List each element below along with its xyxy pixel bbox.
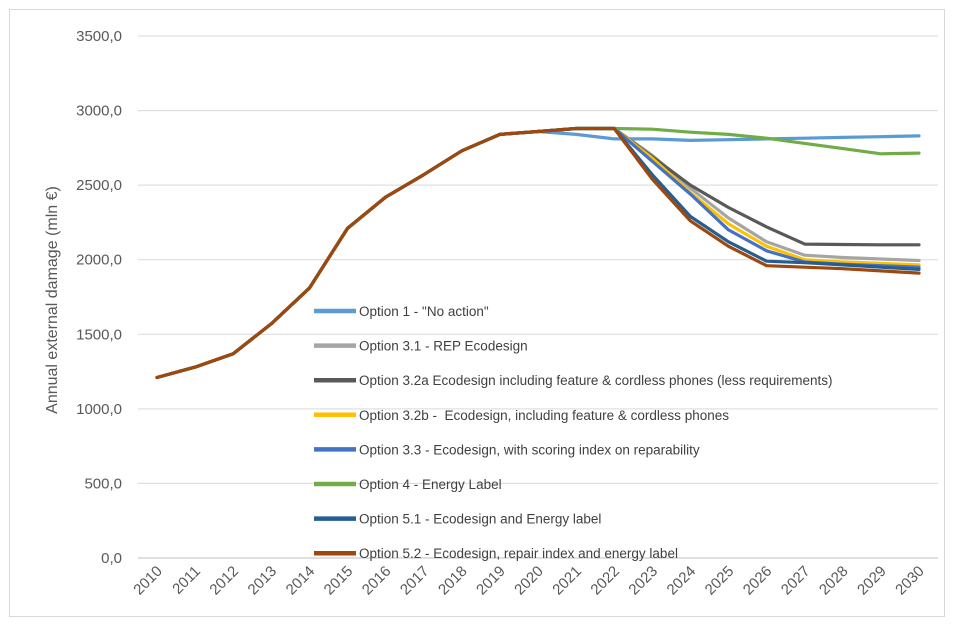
x-tick-label: 2021 [549,563,585,599]
legend: Option 1 - "No action" Option 3.1 - REP E… [314,304,833,561]
x-tick-label: 2019 [473,563,509,599]
x-tick-label: 2016 [359,563,395,599]
x-tick-label: 2027 [778,563,814,599]
x-tick-label: 2011 [169,563,204,598]
series-line [155,126,921,380]
x-tick-label: 2024 [664,563,700,599]
y-axis-tick-labels: 0,0 500,0 1000,0 1500,0 2000,0 2500,0 3000,0 35… [76,28,122,567]
series-line [155,126,921,380]
legend-entry-label: Option 5.1 - Ecodesign and Energy label [359,512,601,527]
y-tick-label: 500,0 [84,475,122,492]
y-tick-label: 2500,0 [76,177,122,194]
x-tick-label: 2030 [892,563,928,599]
x-tick-label: 2025 [702,563,738,599]
legend-entry-label: Option 3.1 - REP Ecodesign [359,339,528,354]
y-tick-label: 0,0 [101,550,122,567]
x-tick-label: 2012 [206,563,242,599]
legend-entry-label: Option 4 - Energy Label [359,477,502,492]
series-line [155,126,921,380]
legend-entry-label: Option 3.3 - Ecodesign, with scoring ind… [359,442,700,457]
x-axis-tick-labels: 2010 2011 2012 2013 2014 2015 2016 2017 2018 2019… [130,563,928,599]
series-lines [155,126,921,380]
x-tick-label: 2020 [511,563,547,599]
x-tick-label: 2022 [587,563,623,599]
x-tick-label: 2029 [854,563,890,599]
x-tick-label: 2023 [625,563,661,599]
x-tick-label: 2013 [245,563,281,599]
y-axis-title: Annual external damage (mln €) [44,186,61,414]
legend-entry-label: Option 1 - "No action" [359,304,489,319]
series-line [155,126,921,380]
y-tick-label: 1000,0 [76,401,122,418]
series-line [155,126,921,380]
x-tick-label: 2010 [130,563,166,599]
y-tick-label: 3500,0 [76,28,122,45]
series-line [155,126,921,380]
x-tick-label: 2018 [435,563,471,599]
x-tick-label: 2017 [397,563,433,599]
legend-entry-label: Option 5.2 - Ecodesign, repair index and… [359,546,678,561]
series-line [155,126,921,380]
x-tick-label: 2026 [740,563,776,599]
x-tick-label: 2015 [321,563,357,599]
y-tick-label: 3000,0 [76,103,122,120]
x-tick-label: 2028 [816,563,852,599]
x-tick-label: 2014 [283,563,319,599]
legend-entry-label: Option 3.2b - Ecodesign, including featu… [359,408,729,423]
y-tick-label: 2000,0 [76,252,122,269]
y-tick-label: 1500,0 [76,326,122,343]
legend-entry-label: Option 3.2a Ecodesign including feature … [359,373,833,388]
gridlines [138,35,938,559]
